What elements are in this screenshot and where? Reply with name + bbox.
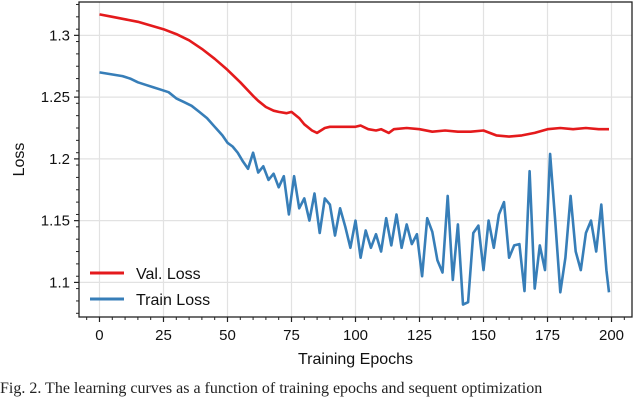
x-tick-label: 25 — [155, 327, 172, 344]
x-axis-ticks: 0 25 50 75 100 125 150 175 200 — [86, 317, 625, 344]
figure-caption: Fig. 2. The learning curves as a functio… — [0, 380, 543, 397]
legend-label-train-loss: Train Loss — [136, 292, 210, 309]
y-axis-ticks: 1.1 1.15 1.2 1.25 1.3 — [41, 3, 79, 314]
x-tick-label: 125 — [407, 327, 432, 344]
x-tick-label: 200 — [599, 327, 624, 344]
y-tick-label: 1.2 — [49, 151, 70, 168]
x-tick-label: 50 — [219, 327, 236, 344]
plot-series — [99, 13, 611, 306]
y-tick-label: 1.15 — [41, 213, 70, 230]
y-tick-label: 1.3 — [49, 27, 70, 44]
val-loss-line — [99, 13, 609, 138]
x-tick-label: 75 — [283, 327, 300, 344]
y-axis-label: Loss — [11, 143, 28, 177]
grid-lines — [79, 2, 632, 317]
legend-label-val-loss: Val. Loss — [136, 266, 201, 283]
x-tick-label: 150 — [471, 327, 496, 344]
x-tick-label: 100 — [343, 327, 368, 344]
y-tick-label: 1.1 — [49, 274, 70, 291]
y-tick-label: 1.25 — [41, 89, 70, 106]
legend: Val. Loss Train Loss — [90, 266, 210, 309]
x-axis-label: Training Epochs — [298, 351, 413, 368]
train-loss-line — [99, 71, 611, 306]
x-tick-label: 0 — [95, 327, 103, 344]
x-tick-label: 175 — [535, 327, 560, 344]
